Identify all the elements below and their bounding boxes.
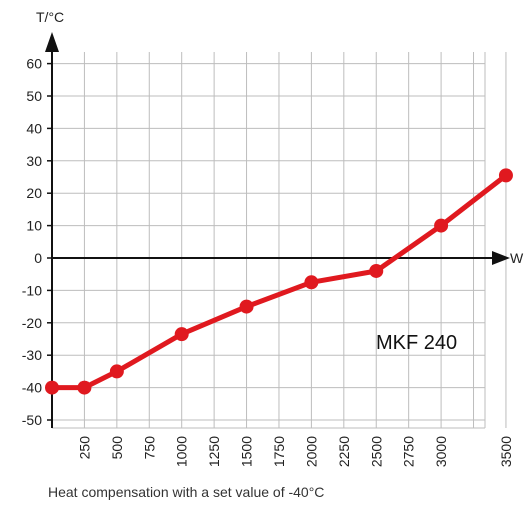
grid [52,52,507,429]
y-tick-label: 60 [26,56,42,72]
data-point [239,299,254,314]
x-tick-labels: 250 500 750 1000 1250 1500 1750 2000 2250 2500 275… [76,436,514,467]
x-tick-label: 500 [109,436,125,460]
x-tick-label: 2000 [303,436,319,467]
y-tick-label: -10 [22,282,42,298]
x-tick-label: 3000 [433,436,449,467]
x-axis-label: W [510,250,524,266]
x-tick-label: 2500 [368,436,384,467]
y-tick-label: 10 [26,218,42,234]
axes [45,32,510,428]
x-tick-label: 1500 [239,436,255,467]
y-axis-label: T/°C [36,9,64,25]
y-tick-label: 40 [26,120,42,136]
data-series [45,168,513,395]
x-axis-arrow [492,251,510,265]
data-point [77,380,92,395]
chart-caption: Heat compensation with a set value of -4… [48,484,325,500]
y-tick-labels: 60 50 40 30 20 10 0 -10 -20 -30 -40 -50 [22,56,42,428]
x-tick-label: 3500 [498,436,514,467]
y-tick-label: 20 [26,185,42,201]
y-tick-label: 30 [26,153,42,169]
series-annotation: MKF 240 [376,332,457,354]
data-point [174,327,189,342]
x-tick-label: 750 [141,436,157,460]
x-tick-label: 250 [76,436,92,460]
data-point [498,168,513,183]
x-tick-label: 2250 [336,436,352,467]
y-tick-label: -30 [22,347,42,363]
data-point [45,380,59,395]
x-tick-label: 1000 [174,436,190,467]
x-tick-label: 1750 [271,436,287,467]
y-axis-arrow [45,32,59,52]
x-tick-label: 2750 [401,436,417,467]
y-tick-label: -40 [22,380,42,396]
y-tick-label: -20 [22,315,42,331]
data-point [109,364,124,379]
x-tick-label: 1250 [206,436,222,467]
y-tick-label: 50 [26,88,42,104]
data-point [434,218,449,233]
y-tick-label: 0 [34,250,42,266]
data-point [304,275,319,290]
data-point [369,263,384,278]
y-tick-label: -50 [22,412,42,428]
